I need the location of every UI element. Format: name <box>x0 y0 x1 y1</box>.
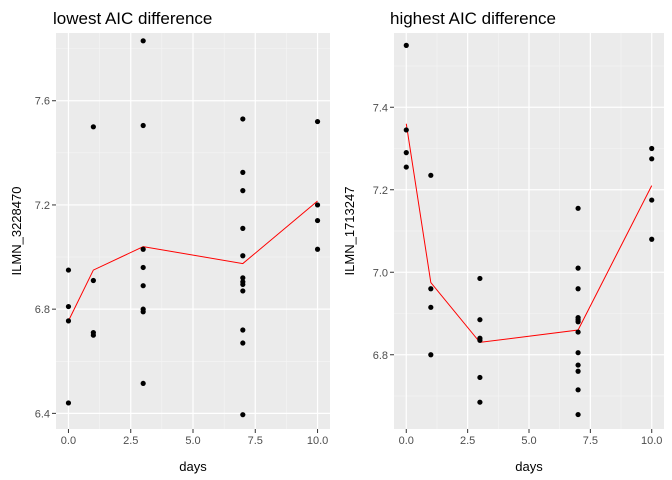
data-point <box>140 122 146 129</box>
data-point <box>575 387 581 393</box>
data-point <box>649 156 655 162</box>
x-tick-label: 10.0 <box>641 435 662 447</box>
data-point <box>65 303 72 310</box>
x-tick-label: 5.0 <box>185 435 200 447</box>
data-point <box>477 317 483 323</box>
data-point <box>403 127 409 133</box>
data-point <box>240 412 246 418</box>
x-tick-label: 7.5 <box>248 435 263 447</box>
data-point <box>240 340 246 346</box>
data-point <box>477 337 483 343</box>
data-point <box>90 332 96 338</box>
fit-line <box>68 200 318 322</box>
data-point <box>428 286 434 292</box>
data-point <box>140 380 146 387</box>
data-point <box>575 362 581 368</box>
data-point <box>240 253 246 259</box>
panel-2: 0.0 2.5 5.0 7.5 10.0 6.8 7.0 7.2 7.4 highest AIC … <box>342 9 664 474</box>
y-tick-label: 7.2 <box>373 185 388 197</box>
data-point <box>140 283 146 289</box>
data-point <box>649 197 655 203</box>
data-point <box>477 399 483 405</box>
x-tick-label: 5.0 <box>521 435 536 447</box>
data-point <box>90 124 96 130</box>
y-tick-label: 7.4 <box>373 102 388 114</box>
x-tick-label: 7.5 <box>583 435 598 447</box>
data-point <box>428 304 434 310</box>
data-point <box>240 281 246 288</box>
x-axis-title: days <box>515 459 543 474</box>
data-point <box>240 275 246 281</box>
data-point <box>575 205 581 211</box>
data-point <box>314 118 321 125</box>
x-axis-title: days <box>179 459 207 474</box>
chart-title: highest AIC difference <box>390 9 556 28</box>
y-tick-label: 6.8 <box>373 350 388 362</box>
data-point <box>140 264 146 271</box>
y-tick-label: 7.0 <box>373 267 388 279</box>
y-axis-title: ILMN_3228470 <box>9 187 24 276</box>
data-point <box>575 329 581 335</box>
data-point <box>140 38 146 44</box>
data-point <box>575 350 581 356</box>
data-point <box>575 411 581 418</box>
data-point <box>65 267 72 273</box>
data-point <box>649 236 655 242</box>
data-point <box>314 246 321 252</box>
data-point <box>314 202 321 208</box>
data-point <box>428 172 434 178</box>
y-tick-label: 6.8 <box>35 304 50 316</box>
data-point <box>314 217 321 224</box>
data-point <box>240 225 246 231</box>
data-point <box>65 400 72 406</box>
data-point <box>403 164 409 170</box>
x-tick-label: 2.5 <box>460 435 475 447</box>
data-point <box>90 277 96 284</box>
y-tick-label: 7.2 <box>35 200 50 212</box>
data-point <box>240 288 246 294</box>
chart-title: lowest AIC difference <box>53 9 212 28</box>
y-axis-title: ILMN_1713247 <box>342 187 357 276</box>
data-point <box>140 246 146 252</box>
data-point <box>428 352 434 358</box>
x-tick-label: 2.5 <box>123 435 138 447</box>
x-tick-label: 0.0 <box>399 435 414 447</box>
data-point <box>477 275 483 282</box>
x-tick-label: 10.0 <box>307 435 328 447</box>
data-point <box>403 150 409 156</box>
data-point <box>649 145 655 152</box>
data-point <box>65 318 72 324</box>
data-point <box>575 368 581 374</box>
data-point <box>403 42 409 48</box>
x-tick-label: 0.0 <box>61 435 76 447</box>
data-point <box>240 116 246 122</box>
y-tick-label: 6.4 <box>35 408 50 420</box>
panel-1: 0.0 2.5 5.0 7.5 10.0 6.4 6.8 7.2 7.6 lowest AIC d… <box>9 9 330 474</box>
y-tick-label: 7.6 <box>35 96 50 108</box>
data-point <box>140 309 146 315</box>
data-point <box>575 319 581 325</box>
data-point <box>575 286 581 292</box>
data-point <box>240 327 246 333</box>
data-point <box>477 374 483 381</box>
data-point <box>240 169 246 175</box>
data-point <box>575 265 581 271</box>
data-point <box>240 188 246 194</box>
